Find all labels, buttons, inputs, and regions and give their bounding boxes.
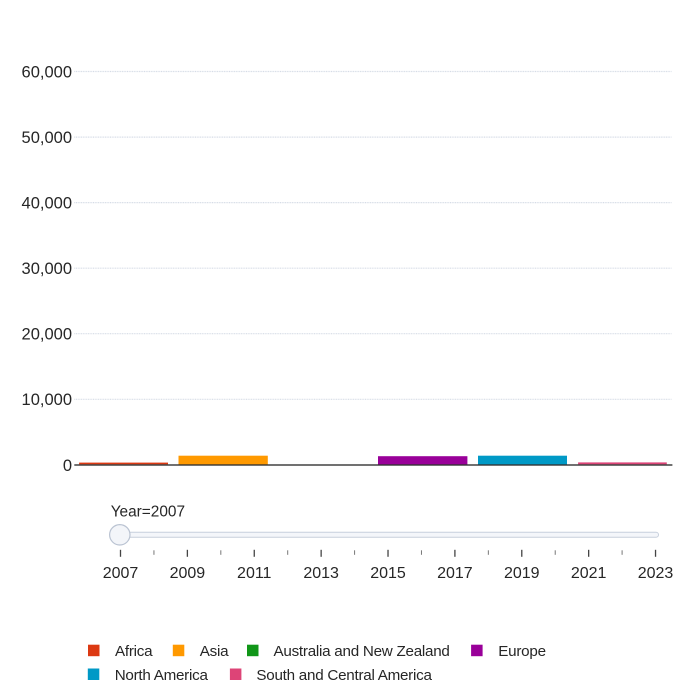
svg-text:2023: 2023 <box>638 565 674 582</box>
svg-text:40,000: 40,000 <box>22 194 72 212</box>
svg-text:50,000: 50,000 <box>22 129 72 147</box>
svg-text:2011: 2011 <box>237 565 272 582</box>
svg-text:Europe: Europe <box>498 643 545 660</box>
svg-text:2017: 2017 <box>437 565 473 582</box>
svg-text:2015: 2015 <box>370 565 406 582</box>
svg-text:60,000: 60,000 <box>22 63 72 81</box>
svg-text:Africa: Africa <box>115 643 153 660</box>
svg-text:Australia and New Zealand: Australia and New Zealand <box>274 643 450 660</box>
svg-text:2013: 2013 <box>303 565 339 582</box>
svg-text:North America: North America <box>115 667 209 684</box>
svg-text:0: 0 <box>63 457 72 475</box>
svg-text:South and Central America: South and Central America <box>256 667 432 684</box>
svg-text:Asia: Asia <box>200 643 229 660</box>
svg-text:20,000: 20,000 <box>22 326 72 344</box>
svg-text:2007: 2007 <box>103 565 139 582</box>
svg-text:2021: 2021 <box>571 565 607 582</box>
svg-text:2009: 2009 <box>170 565 206 582</box>
svg-text:2019: 2019 <box>504 565 540 582</box>
svg-text:10,000: 10,000 <box>22 391 72 409</box>
svg-text:30,000: 30,000 <box>22 260 72 278</box>
svg-text:Year=2007: Year=2007 <box>111 503 185 520</box>
